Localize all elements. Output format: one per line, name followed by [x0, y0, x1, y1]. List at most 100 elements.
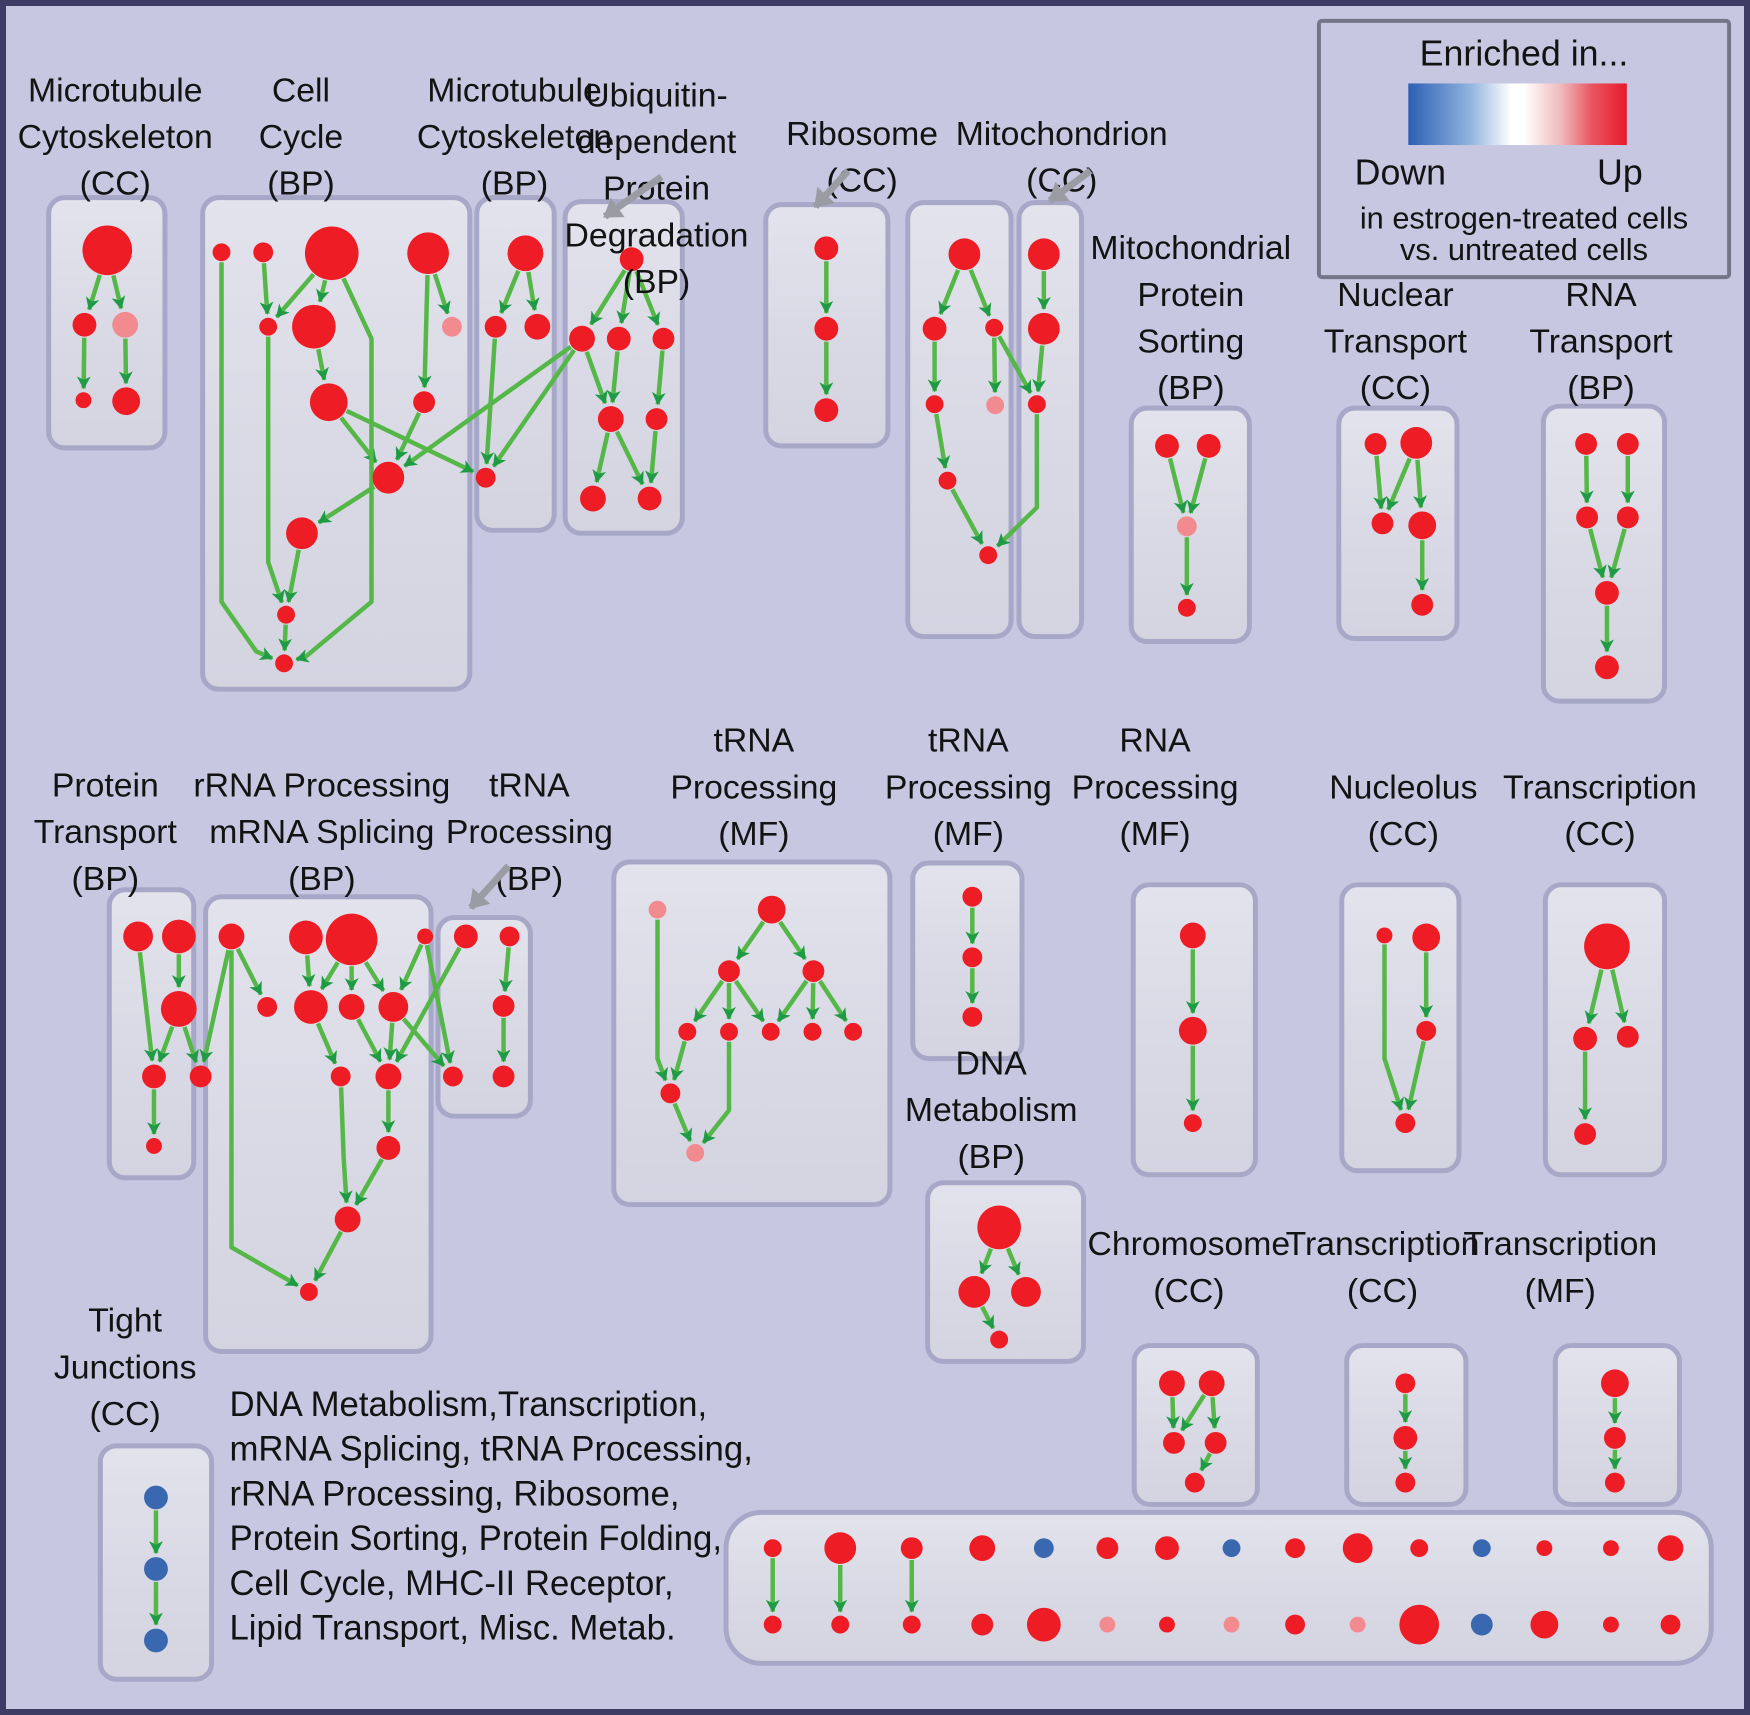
cluster-label-microtubule-cytoskeleton-cc: (CC) [80, 165, 151, 203]
edge-arrow [987, 337, 1002, 394]
cluster-label-ubiquitin-degradation-1: (BP) [623, 263, 691, 301]
legend: Enriched in... Down Up in estrogen-treat… [1316, 18, 1732, 280]
edge-arrow [480, 338, 498, 465]
go-term-node-red [1602, 1616, 1619, 1633]
go-term-node-red [1027, 238, 1060, 271]
go-term-node-red [1573, 1026, 1598, 1051]
cluster-label-protein-transport-bp: Transport [34, 813, 178, 851]
go-term-node-red [112, 387, 141, 416]
go-term-node-red [1026, 1607, 1061, 1642]
go-term-node-red [971, 1613, 994, 1636]
go-term-node-red [990, 1330, 1009, 1349]
cluster-box-rna-transport-bp [1540, 403, 1668, 704]
label-pointer-arrow [468, 863, 512, 910]
edge-arrow [776, 979, 809, 1023]
go-term-node-red [1285, 1614, 1306, 1635]
go-term-node-red [1096, 1537, 1119, 1560]
edge-arrow [354, 1158, 384, 1206]
edge-arrow [301, 955, 316, 988]
go-term-node-red [82, 225, 133, 276]
go-term-node-blue [1470, 1613, 1493, 1636]
go-term-node-red [1399, 1604, 1440, 1645]
edge-arrow [634, 270, 660, 326]
go-term-node-blue [144, 1628, 168, 1653]
go-term-node-red [1584, 923, 1630, 970]
go-term-node-red [962, 886, 983, 907]
cluster-box-dna-metabolism-bp [925, 1180, 1087, 1364]
cluster-label-microtubule-cytoskeleton-bp: Microtubule [427, 71, 601, 109]
misc-terms-note-line: Protein Sorting, Protein Folding, [229, 1520, 722, 1558]
cluster-label-mitochondrial-protein-sorting-bp: Mitochondrial [1090, 229, 1291, 267]
edge-arrow [137, 951, 158, 1062]
go-term-node-red [72, 312, 97, 337]
cluster-label-rna-transport-bp: (BP) [1567, 369, 1635, 407]
go-term-node-red [1177, 598, 1196, 617]
misc-terms-note-line: rRNA Processing, Ribosome, [229, 1475, 679, 1513]
cluster-label-protein-transport-bp: Protein [52, 766, 159, 804]
edge-arrow [403, 344, 573, 468]
go-term-node-blue [1472, 1539, 1491, 1558]
cluster-label-trna-processing-bp: tRNA [489, 766, 570, 804]
go-term-node-red [803, 1022, 822, 1041]
go-term-node-pink [112, 311, 139, 338]
go-term-node-red [763, 1615, 782, 1634]
edge-arrow [584, 351, 608, 405]
edge-arrow [394, 946, 462, 1063]
go-term-node-red [442, 1066, 463, 1087]
edge-arrow [733, 979, 766, 1023]
edge-arrow [199, 949, 231, 1063]
edge-arrow [424, 944, 455, 1064]
go-term-node-red [619, 247, 644, 272]
pointer-arrows-layer [468, 168, 1093, 910]
go-term-node-red [289, 920, 323, 955]
edge-arrow [499, 269, 521, 314]
edge-arrow [432, 273, 451, 315]
edge-arrow [356, 1018, 383, 1063]
go-term-node-red [802, 960, 825, 983]
cluster-box-protein-transport-bp [106, 887, 197, 1181]
cluster-label-nuclear-transport-cc: Nuclear [1337, 276, 1453, 314]
go-term-node-red [814, 398, 839, 423]
edge-arrow [735, 920, 766, 961]
go-term-node-red [492, 1065, 515, 1088]
edge-arrow [645, 430, 659, 484]
edge-arrow [979, 1247, 993, 1275]
cluster-label-cell-cycle-bp: (BP) [267, 165, 335, 203]
go-term-node-red [1196, 433, 1221, 458]
go-term-node-red [1595, 655, 1619, 680]
go-term-node-red [814, 316, 839, 341]
edge-arrow [1579, 455, 1594, 504]
go-term-node-pink [1223, 1616, 1240, 1633]
go-term-node-red [123, 921, 153, 952]
go-term-node-red [1576, 506, 1599, 529]
go-term-node-red [720, 1022, 738, 1041]
go-term-node-red [1395, 1373, 1416, 1394]
cluster-label-microtubule-cytoskeleton-bp: Cytoskeleton [417, 118, 612, 156]
edge-arrow [295, 277, 374, 663]
edge-arrow [997, 335, 1033, 394]
go-term-node-red [376, 1136, 401, 1160]
edge-arrow [235, 947, 263, 996]
cluster-label-dna-metabolism-bp: DNA [956, 1044, 1028, 1082]
go-term-node-red [413, 391, 436, 414]
cluster-box-nucleolus-cc [1339, 882, 1462, 1174]
go-term-node-red [1412, 923, 1441, 952]
edge-arrow [401, 1017, 446, 1068]
cluster-label-rna-transport-bp: RNA [1565, 276, 1637, 314]
go-term-node-red [761, 1022, 780, 1041]
go-term-node-red [1600, 1369, 1629, 1398]
go-term-node-red [977, 1205, 1021, 1250]
edge-arrow [394, 411, 422, 461]
go-term-node-red [597, 406, 624, 432]
edge-arrow [278, 624, 293, 652]
edge-arrow [118, 338, 133, 385]
edge-arrow [498, 947, 513, 993]
go-term-node-red [925, 395, 944, 414]
edge-arrow [1584, 969, 1604, 1025]
edge-arrow [274, 272, 316, 319]
go-term-node-red [499, 926, 520, 947]
edge-arrow [399, 943, 424, 991]
go-term-node-blue [144, 1485, 168, 1510]
edge-arrow [1199, 1452, 1213, 1472]
go-term-node-red [1400, 427, 1433, 459]
